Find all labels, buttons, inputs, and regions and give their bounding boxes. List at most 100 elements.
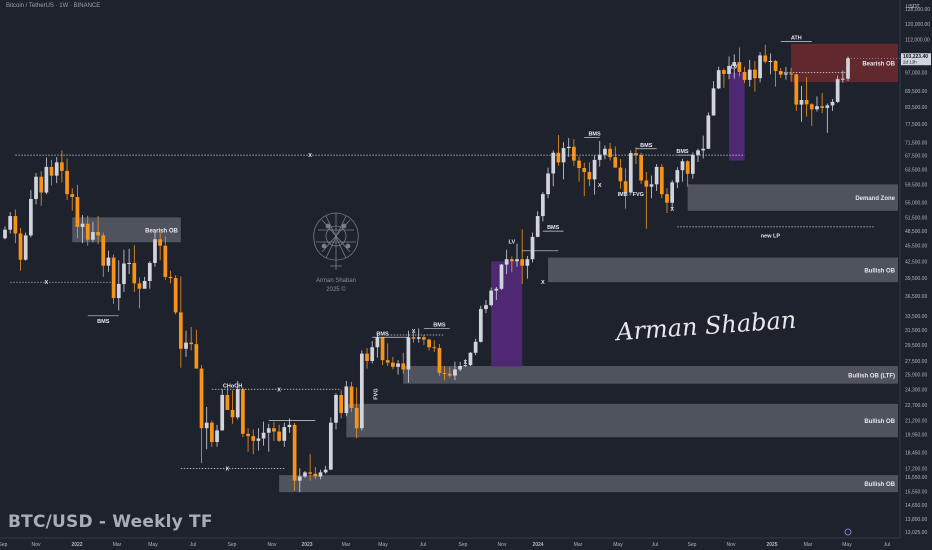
y-tick-label: 39,500.00 — [905, 276, 927, 282]
candle-body — [670, 182, 675, 203]
candle-body — [644, 180, 649, 187]
candle-body — [173, 278, 178, 313]
zone-label: Bullish OB (LTF) — [848, 373, 895, 379]
candle-body — [442, 372, 447, 374]
y-tick-label: 22,700.00 — [905, 403, 927, 409]
candle-body — [618, 167, 623, 182]
candle-body — [272, 428, 276, 432]
candle-body — [815, 106, 819, 110]
candle-body — [225, 394, 230, 410]
y-tick-label: 29,500.00 — [905, 343, 927, 349]
candle-body — [649, 184, 654, 187]
candle-body — [530, 236, 535, 260]
candle-body — [778, 71, 783, 75]
candle-body — [256, 438, 261, 441]
candle-body — [753, 69, 757, 79]
candle-body — [39, 176, 44, 193]
currency-label[interactable]: USDT — [906, 4, 920, 10]
candle-body — [422, 337, 426, 340]
x-tick-label: Nov — [498, 542, 507, 548]
candle-body — [416, 337, 421, 339]
candle-body — [799, 100, 804, 105]
y-tick-label: 63,500.00 — [905, 167, 927, 173]
candle-body — [344, 386, 349, 414]
candle-body — [489, 290, 494, 306]
ob-zone — [72, 217, 181, 243]
candle-body — [241, 389, 245, 434]
candle-body — [639, 155, 643, 181]
candle-body — [277, 431, 281, 441]
candle-body — [484, 305, 488, 310]
chart-title: BTC/USD - Weekly TF — [8, 512, 213, 532]
candle-body — [504, 259, 509, 265]
candle-body — [789, 73, 793, 75]
y-tick-label: 97,000.00 — [905, 70, 927, 76]
x-tick-label: Nov — [268, 542, 277, 548]
candle-body — [313, 473, 318, 477]
x-tick-label: May — [842, 542, 852, 548]
candle-body — [323, 469, 328, 473]
candle-body — [763, 55, 768, 62]
candle-body — [406, 337, 411, 370]
y-tick-label: 21,200.00 — [905, 419, 927, 425]
candle-body — [401, 363, 406, 370]
y-tick-label: 45,500.00 — [905, 244, 927, 250]
annotation-label: BMS — [640, 143, 653, 149]
candle-body — [70, 194, 75, 197]
author-logo: Arman Shaban 2025 © — [306, 208, 366, 300]
ob-zone — [687, 184, 898, 211]
candle-body — [463, 365, 468, 367]
x-tick-label: Sep — [688, 542, 697, 548]
candle-body — [453, 369, 457, 376]
candle-body — [282, 427, 287, 441]
candle-body — [592, 159, 597, 180]
candle-body — [106, 257, 111, 266]
y-tick-label: 120,000.00 — [905, 22, 930, 28]
candle-body — [127, 262, 131, 264]
y-tick-label: 51,500.00 — [905, 215, 927, 221]
candle-body — [696, 150, 700, 156]
annotation-label: X — [308, 153, 312, 159]
candle-body — [391, 362, 395, 367]
ob-zone — [791, 43, 898, 83]
y-tick-label: 27,500.00 — [905, 359, 927, 365]
y-tick-label: 55,000.00 — [905, 200, 927, 206]
candle-body — [494, 288, 499, 291]
candle-body — [659, 166, 664, 195]
candle-body — [551, 152, 556, 174]
tv-logo-icon — [844, 528, 852, 536]
candle-body — [437, 348, 442, 373]
candle-body — [101, 235, 106, 266]
x-tick-label: May — [378, 542, 388, 548]
candle-body — [34, 176, 38, 200]
candle-body — [706, 115, 711, 149]
annotation-label: X — [45, 280, 49, 286]
y-tick-label: 33,500.00 — [905, 314, 927, 320]
candle-body — [830, 101, 835, 106]
annotation-label: BMS — [588, 132, 601, 138]
annotation-label: LV — [731, 65, 738, 71]
candle-body — [18, 233, 23, 260]
candle-body — [509, 259, 514, 262]
candle-body — [163, 245, 168, 277]
candle-body — [215, 430, 219, 443]
candle-body — [561, 148, 566, 163]
annotation-label: X — [412, 329, 416, 335]
zone-label: Bullish OB — [864, 482, 895, 488]
ob-zone — [403, 366, 898, 384]
candle-body — [80, 223, 85, 227]
candle-body — [380, 337, 385, 361]
candle-body — [432, 347, 437, 349]
candle-body — [266, 428, 271, 433]
candle-body — [737, 62, 742, 72]
annotation-label: new LP — [761, 233, 781, 239]
candle-body — [556, 152, 561, 163]
candle-body — [334, 394, 338, 423]
candle-body — [49, 166, 54, 176]
annotation-label: ATH — [791, 36, 802, 42]
candle-body — [153, 239, 157, 263]
candle-body — [675, 170, 680, 183]
x-tick-label: May — [148, 542, 158, 548]
